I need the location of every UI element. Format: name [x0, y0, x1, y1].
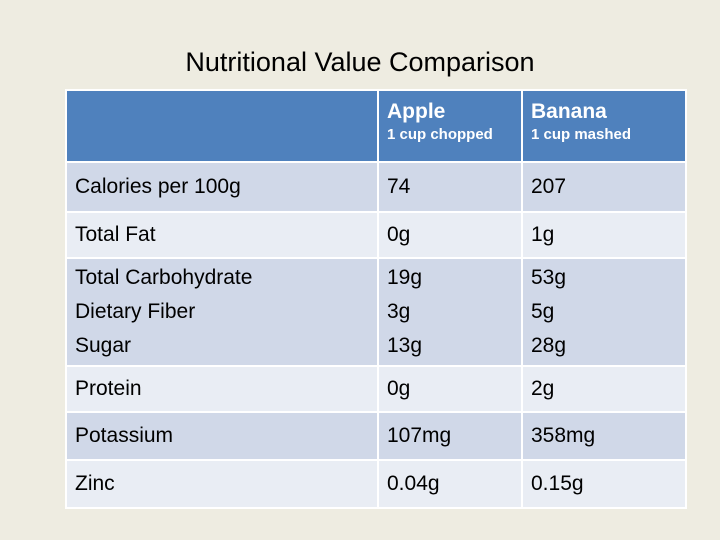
banana-value-cell: 1g: [521, 211, 687, 259]
banana-value-cell: 53g 5g 28g: [521, 257, 687, 367]
apple-value-cell: 107mg: [377, 411, 523, 461]
nutrient-line: Dietary Fiber: [75, 300, 196, 323]
banana-value-cell: 207: [521, 161, 687, 213]
table-row-potassium: Potassium 107mg 358mg: [65, 411, 687, 461]
nutrient-cell: Potassium: [65, 411, 379, 461]
header-nutrient-cell: [65, 89, 379, 163]
banana-value-cell: 2g: [521, 365, 687, 413]
banana-value-cell: 0.15g: [521, 459, 687, 509]
table-header-row: Apple 1 cup chopped Banana 1 cup mashed: [65, 89, 687, 163]
nutrient-cell: Calories per 100g: [65, 161, 379, 213]
apple-value-cell: 0g: [377, 365, 523, 413]
header-banana-cell: Banana 1 cup mashed: [521, 89, 687, 163]
banana-value-cell: 358mg: [521, 411, 687, 461]
table-row-carbohydrate: Total Carbohydrate Dietary Fiber Sugar 1…: [65, 257, 687, 367]
banana-value-line: 28g: [531, 334, 567, 357]
apple-measure: 1 cup chopped: [387, 126, 493, 143]
banana-value-line: 5g: [531, 300, 555, 323]
apple-value-cell: 0g: [377, 211, 523, 259]
slide-title: Nutritional Value Comparison: [185, 47, 535, 77]
nutrient-cell: Zinc: [65, 459, 379, 509]
apple-value-cell: 19g 3g 13g: [377, 257, 523, 367]
table-row-calories: Calories per 100g 74 207: [65, 161, 687, 213]
nutrient-line: Sugar: [75, 334, 132, 357]
apple-value-cell: 74: [377, 161, 523, 213]
nutrient-cell: Total Fat: [65, 211, 379, 259]
header-apple-cell: Apple 1 cup chopped: [377, 89, 523, 163]
banana-measure: 1 cup mashed: [531, 126, 632, 143]
table-row-zinc: Zinc 0.04g 0.15g: [65, 459, 687, 509]
table-row-total-fat: Total Fat 0g 1g: [65, 211, 687, 259]
apple-value-cell: 0.04g: [377, 459, 523, 509]
apple-value-line: 13g: [387, 334, 423, 357]
nutrient-cell: Protein: [65, 365, 379, 413]
apple-name: Apple: [387, 100, 446, 123]
table-row-protein: Protein 0g 2g: [65, 365, 687, 413]
apple-value-line: 3g: [387, 300, 411, 323]
nutrient-cell: Total Carbohydrate Dietary Fiber Sugar: [65, 257, 379, 367]
apple-value-line: 19g: [387, 266, 423, 289]
nutrition-comparison-table: Apple 1 cup chopped Banana 1 cup mashed …: [65, 89, 687, 509]
nutrient-line: Total Carbohydrate: [75, 266, 253, 289]
banana-name: Banana: [531, 100, 607, 123]
banana-value-line: 53g: [531, 266, 567, 289]
